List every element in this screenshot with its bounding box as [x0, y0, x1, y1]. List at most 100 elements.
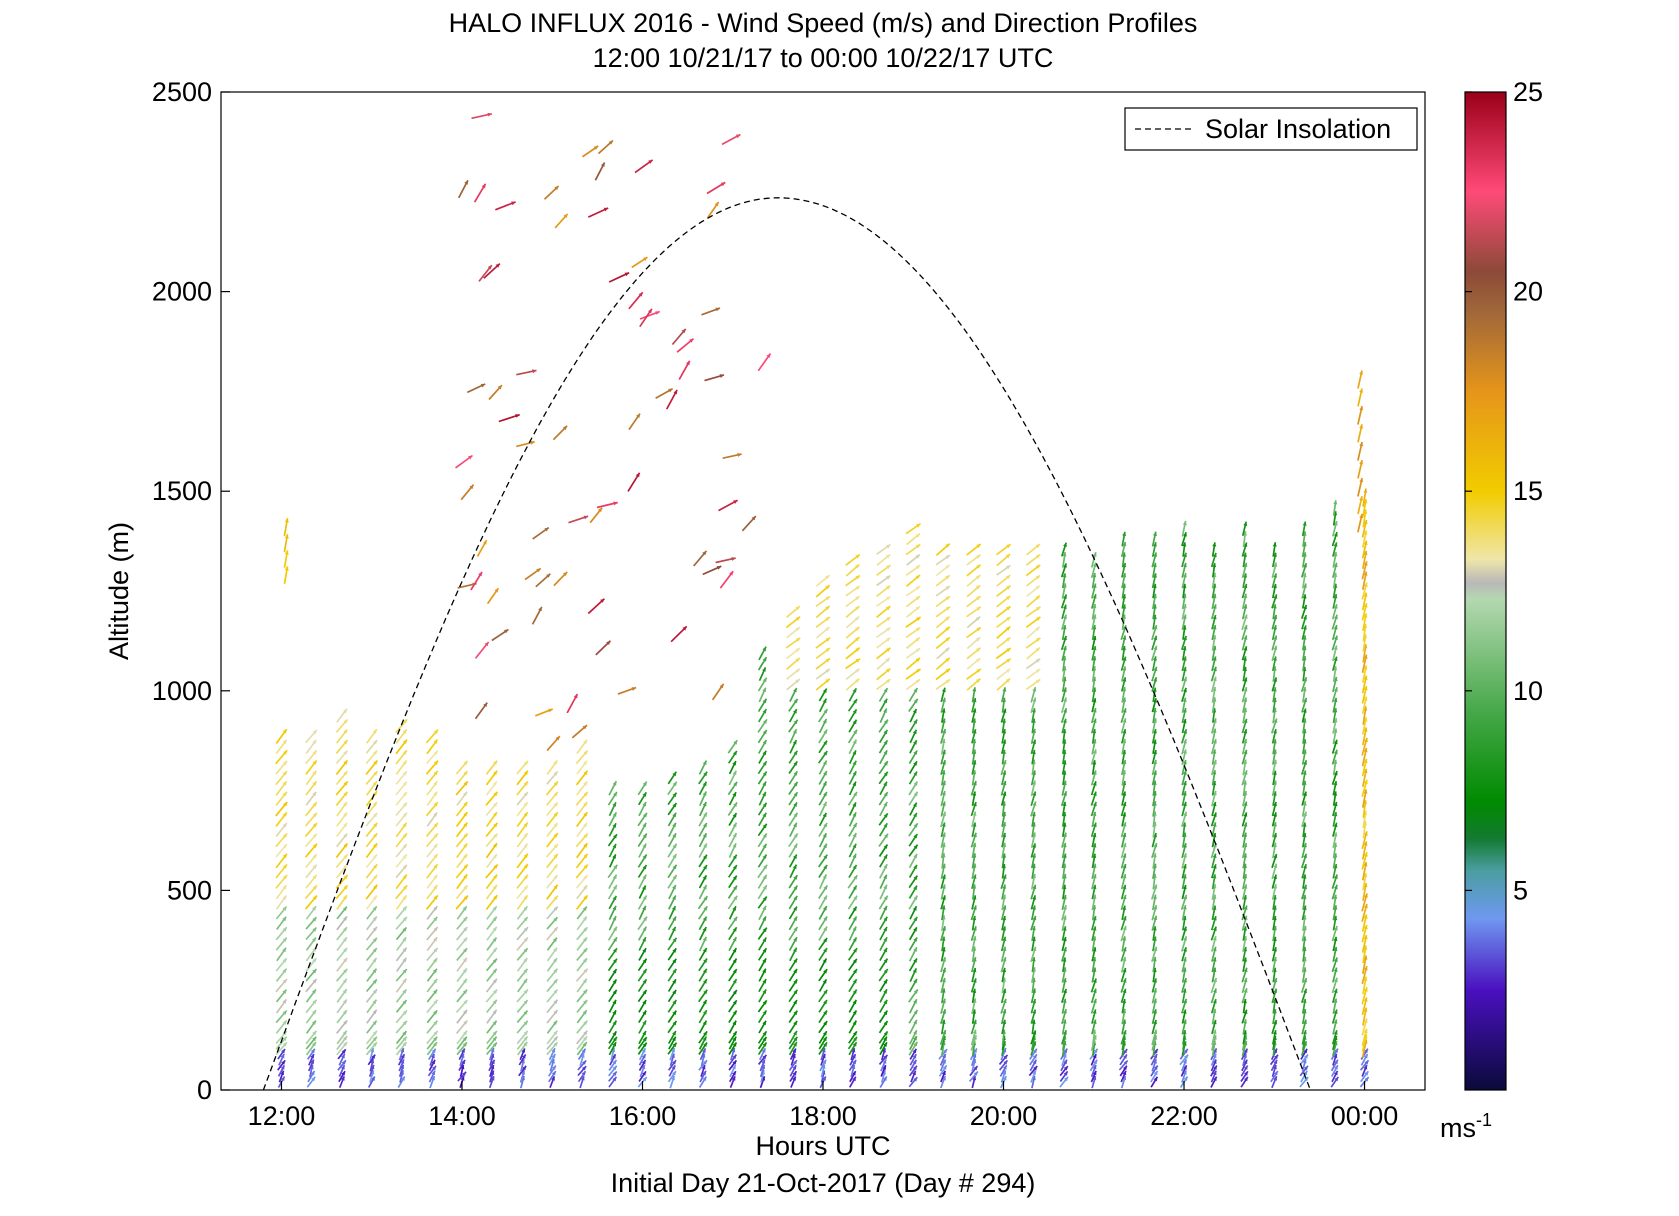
- wind-barb-head: [433, 812, 438, 817]
- wind-barb: [815, 678, 831, 691]
- wind-barb-head: [340, 1076, 345, 1081]
- wind-barb: [1211, 686, 1217, 703]
- wind-barb: [1181, 687, 1187, 702]
- wind-barb: [1301, 521, 1307, 537]
- wind-barb: [1332, 967, 1338, 983]
- wind-barb: [1301, 770, 1307, 786]
- wind-barb-head: [433, 729, 438, 734]
- wind-barb-head: [972, 905, 977, 910]
- wind-barb-head: [672, 968, 677, 974]
- wind-barb-head: [672, 916, 676, 921]
- wind-barb-head: [792, 1071, 797, 1076]
- wind-barb: [788, 968, 798, 982]
- wind-barb-head: [282, 853, 287, 859]
- wind-barb: [546, 968, 559, 982]
- wind-barb: [971, 936, 977, 952]
- chart-subtitle: 12:00 10/21/17 to 00:00 10/22/17 UTC: [593, 43, 1054, 73]
- wind-barb-head: [463, 864, 468, 869]
- wind-barb: [1119, 1048, 1128, 1060]
- wind-barb: [608, 915, 617, 931]
- wind-barb: [426, 1009, 438, 1024]
- wind-barb-head: [823, 823, 827, 828]
- wind-barb-head: [612, 1065, 617, 1071]
- wind-barb-head: [913, 853, 917, 859]
- wind-barb-head: [1212, 822, 1217, 827]
- wind-barb-head: [553, 781, 558, 786]
- wind-barb-head: [942, 760, 946, 765]
- wind-barb: [608, 1059, 618, 1071]
- wind-barb-head: [583, 895, 588, 900]
- wind-barb-head: [1243, 729, 1248, 734]
- wind-barb-head: [1122, 999, 1127, 1004]
- wind-barb: [1181, 801, 1187, 817]
- wind-barb-head: [343, 895, 347, 900]
- wind-barb: [1242, 946, 1248, 962]
- wind-barb: [1030, 801, 1037, 817]
- wind-barb-head: [1183, 676, 1187, 682]
- wind-barb-head: [1032, 739, 1037, 744]
- wind-barb-head: [463, 1020, 468, 1025]
- wind-barb-head: [1002, 967, 1007, 973]
- wind-barb: [608, 1009, 617, 1024]
- wind-barb-head: [1032, 843, 1037, 848]
- wind-barb: [1181, 572, 1187, 589]
- wind-barb-head: [282, 906, 287, 911]
- wind-barb: [485, 894, 498, 911]
- wind-barb-head: [701, 1065, 706, 1070]
- wind-barb: [278, 1053, 285, 1066]
- wind-barb: [335, 853, 349, 868]
- wind-barb: [1059, 1065, 1069, 1077]
- wind-barb: [456, 1009, 468, 1024]
- wind-barb: [575, 968, 589, 982]
- wind-barb-head: [1183, 770, 1187, 775]
- wind-barb-head: [762, 958, 767, 963]
- wind-barb-head: [855, 637, 860, 642]
- wind-barb: [576, 905, 588, 920]
- wind-barb-head: [463, 937, 468, 942]
- wind-barb-head: [312, 854, 317, 859]
- wind-barb: [908, 812, 918, 827]
- wind-barb-head: [1243, 614, 1248, 619]
- wind-barb-head: [852, 833, 857, 838]
- wind-barb-head: [913, 812, 917, 818]
- wind-barb: [1210, 1059, 1217, 1072]
- wind-barb-head: [282, 812, 287, 817]
- wind-barb-head: [583, 968, 588, 973]
- wind-barb-head: [941, 832, 946, 837]
- wind-barb: [485, 801, 498, 817]
- wind-barb-head: [852, 1076, 856, 1082]
- wind-barb: [1180, 998, 1188, 1014]
- wind-barb-head: [642, 1042, 647, 1047]
- wind-barb-head: [853, 729, 857, 735]
- wind-barb: [818, 958, 828, 972]
- wind-barb-head: [1273, 645, 1278, 651]
- wind-barb: [728, 926, 738, 941]
- wind-barb: [1151, 988, 1157, 1004]
- wind-barb: [819, 1059, 827, 1072]
- wind-barb: [971, 811, 977, 828]
- wind-barb: [1300, 676, 1308, 692]
- wind-barb-head: [1153, 1076, 1158, 1082]
- wind-barb-head: [1122, 801, 1127, 807]
- wind-barb: [786, 647, 801, 660]
- wind-barb: [516, 1020, 529, 1034]
- wind-barb-head: [853, 895, 858, 901]
- wind-barb: [848, 916, 858, 931]
- wind-barb: [1241, 677, 1248, 692]
- wind-barb: [608, 1076, 618, 1088]
- wind-barb: [1211, 1029, 1217, 1046]
- wind-barb: [365, 822, 378, 838]
- wind-barb: [996, 668, 1011, 680]
- wind-barb: [1181, 904, 1187, 921]
- wind-barb-head: [1063, 1071, 1068, 1076]
- wind-barb: [516, 1030, 529, 1045]
- wind-barb: [966, 554, 982, 566]
- wind-barb: [908, 957, 918, 972]
- wind-barb-head: [343, 1036, 347, 1041]
- wind-barb: [275, 853, 288, 869]
- wind-barb: [1151, 998, 1157, 1014]
- wind-barb: [305, 853, 318, 869]
- wind-barb-head: [583, 843, 588, 848]
- wind-barb: [1241, 801, 1248, 817]
- wind-barb: [425, 801, 439, 817]
